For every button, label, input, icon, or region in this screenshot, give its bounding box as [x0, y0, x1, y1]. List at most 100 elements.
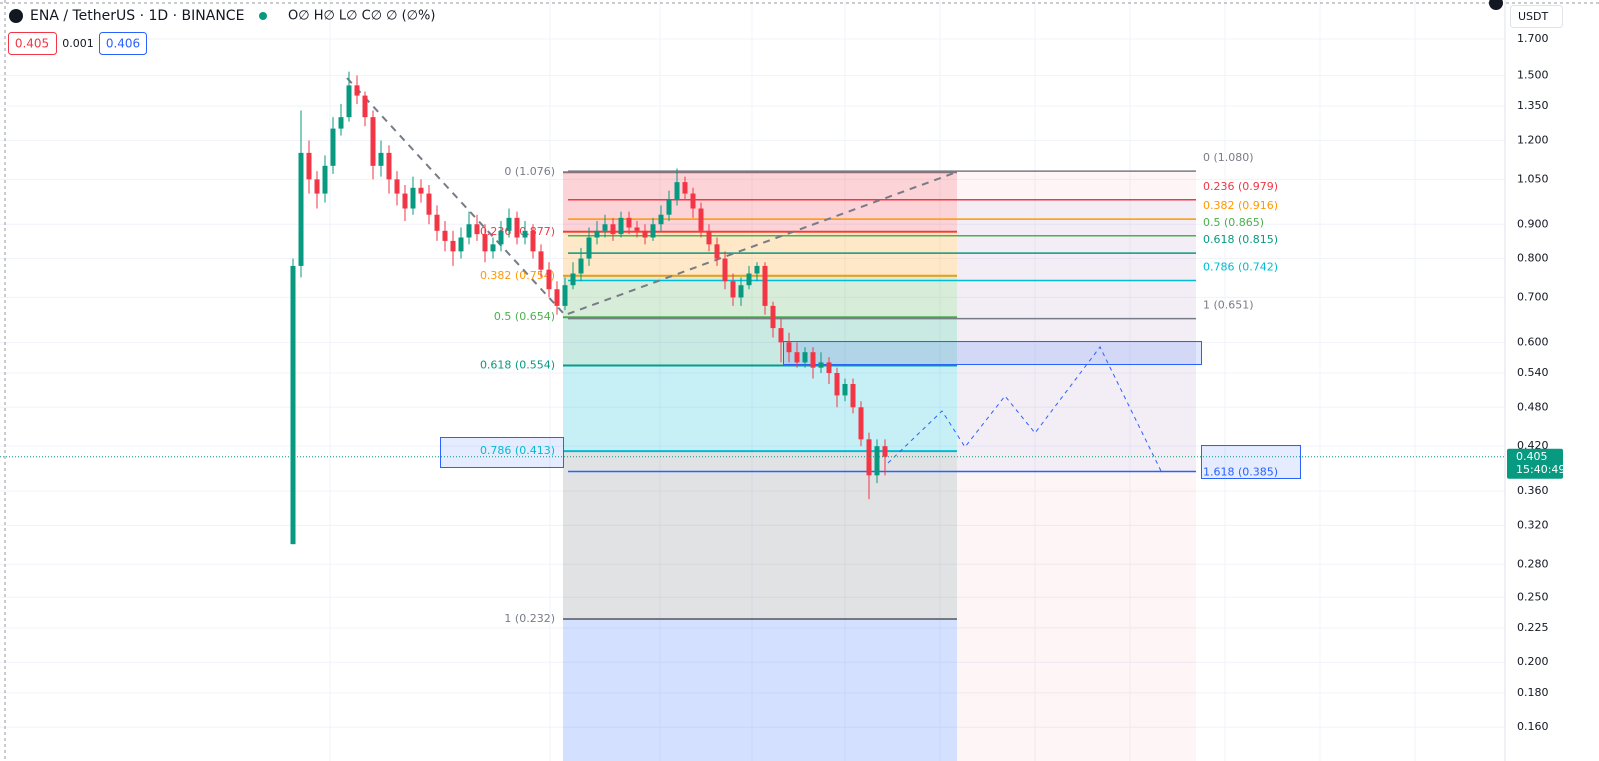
- trend-line: [346, 77, 958, 317]
- candle-body: [362, 95, 368, 118]
- candle-body: [290, 265, 296, 545]
- candle-body: [490, 244, 496, 252]
- candle-body: [386, 152, 392, 180]
- fib-level-label: 0.382 (0.754): [480, 269, 555, 282]
- fib-level-label: 0 (1.076): [504, 165, 555, 178]
- projection-path: [887, 346, 1163, 474]
- y-tick-label: 0.480: [1517, 400, 1549, 413]
- y-tick-label: 0.900: [1517, 217, 1549, 230]
- y-tick-label: 0.360: [1517, 484, 1549, 497]
- candle-body: [594, 230, 600, 238]
- symbol-title[interactable]: ENA / TetherUS · 1D · BINANCE: [30, 8, 244, 24]
- candle-body: [506, 217, 512, 231]
- y-tick-label: 0.540: [1517, 366, 1549, 379]
- candle-body: [730, 281, 736, 298]
- candle-body: [522, 230, 528, 238]
- candle-body: [578, 258, 584, 274]
- candle-body: [466, 224, 472, 238]
- fib-band: [563, 365, 957, 452]
- candle-body: [682, 182, 688, 194]
- y-tick-label: 0.700: [1517, 290, 1549, 303]
- candle-body: [354, 85, 360, 96]
- price-tag-countdown: 15:40:49: [1516, 463, 1565, 476]
- fib-extension-area: [957, 199, 1196, 472]
- candle-body: [834, 373, 840, 396]
- y-tick-label: 1.050: [1517, 172, 1549, 185]
- candle-body: [314, 179, 320, 194]
- candle-body: [858, 407, 864, 440]
- add-button[interactable]: [1489, 0, 1503, 10]
- ohlc-values: O∅ H∅ L∅ C∅ ∅ (∅%): [288, 9, 435, 24]
- fib-extension-label: 0 (1.080): [1203, 151, 1254, 164]
- foreground-layer: 1.700 1.500 1.350 1.200 1.050 0.900 0.800 0.700…: [0, 32, 1565, 733]
- fib-extension-label: 0.382 (0.916): [1203, 199, 1278, 212]
- fib-level-label: 1 (0.232): [504, 612, 555, 625]
- candle-body: [442, 230, 448, 241]
- candle-body: [810, 352, 816, 368]
- candle-body: [410, 187, 416, 209]
- candle-body: [762, 265, 768, 306]
- candle-body: [826, 362, 832, 373]
- candle-body: [402, 193, 408, 209]
- y-tick-label: 1.200: [1517, 133, 1549, 146]
- fib-extension-label: 0.5 (0.865): [1203, 216, 1264, 229]
- candle-body: [538, 251, 544, 270]
- y-tick-label: 0.225: [1517, 621, 1549, 634]
- fib-extension-label: 0.236 (0.979): [1203, 180, 1278, 193]
- y-tick-label: 0.160: [1517, 720, 1549, 733]
- candle-body: [474, 224, 480, 235]
- y-tick-label: 0.800: [1517, 252, 1549, 265]
- y-tick-label: 1.500: [1517, 69, 1549, 82]
- candle-body: [498, 230, 504, 245]
- y-tick-label: 1.350: [1517, 99, 1549, 112]
- candle-body: [754, 265, 760, 274]
- y-tick-label: 0.180: [1517, 686, 1549, 699]
- zone-box: [783, 341, 1202, 365]
- candle-body: [738, 285, 744, 298]
- symbol-icon[interactable]: [9, 9, 23, 23]
- y-tick-label: 1.700: [1517, 32, 1549, 45]
- currency-button[interactable]: [1510, 5, 1563, 28]
- candle-body: [546, 269, 552, 290]
- buy-price: 0.406: [106, 37, 140, 51]
- candle-body: [842, 383, 848, 396]
- candle-body: [530, 230, 536, 252]
- candle-body: [370, 117, 376, 166]
- candle-body: [450, 240, 456, 252]
- candle-body: [850, 383, 856, 408]
- candle-body: [802, 352, 808, 363]
- candle-body: [818, 362, 824, 368]
- fib-band: [563, 451, 957, 620]
- candle-body: [346, 85, 352, 118]
- candle-body: [418, 187, 424, 194]
- market-status: [259, 12, 267, 20]
- background-layer: [0, 0, 1505, 761]
- candle-body: [634, 227, 640, 231]
- fib-extension-label: 0.618 (0.815): [1203, 233, 1278, 246]
- candle-body: [306, 152, 312, 180]
- candle-body: [706, 230, 712, 245]
- candle-body: [618, 217, 624, 235]
- candle-body: [778, 328, 784, 343]
- sell-price: 0.405: [15, 37, 49, 51]
- candle-body: [882, 446, 888, 457]
- candle-body: [378, 152, 384, 166]
- candle-body: [690, 193, 696, 209]
- candle-body: [866, 439, 872, 476]
- candle-body: [602, 224, 608, 231]
- candle-body: [434, 214, 440, 231]
- candle-body: [658, 214, 664, 225]
- spread: 0.001: [62, 37, 94, 50]
- candle-body: [770, 305, 776, 329]
- buy-button[interactable]: [99, 32, 147, 55]
- zone-box: [1201, 445, 1301, 479]
- fib-band-below: [563, 619, 957, 761]
- candle-body: [722, 258, 728, 282]
- candle-body: [610, 224, 616, 235]
- price-tag-value: 0.405: [1516, 450, 1548, 463]
- candle-body: [426, 193, 432, 215]
- candle-body: [554, 289, 560, 306]
- sell-button[interactable]: [8, 32, 57, 55]
